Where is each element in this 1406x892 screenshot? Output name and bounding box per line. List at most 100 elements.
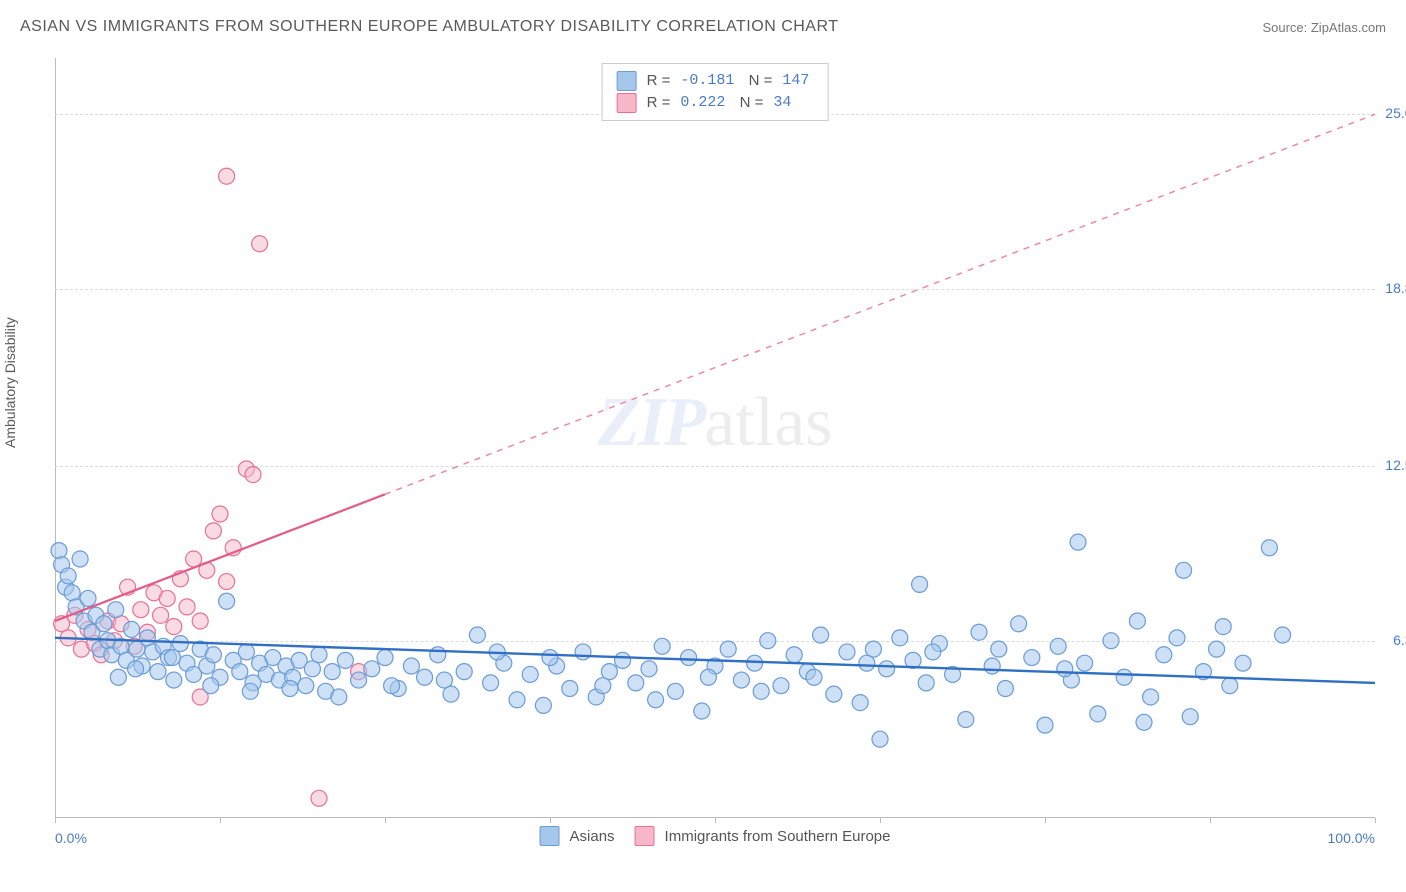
scatter-point — [242, 683, 258, 699]
legend-stats-box: R =-0.181 N =147 R =0.222 N =34 — [602, 63, 829, 121]
scatter-point — [1129, 613, 1145, 629]
scatter-point — [509, 692, 525, 708]
x-tick-mark — [1375, 818, 1376, 823]
scatter-point — [1057, 661, 1073, 677]
scatter-point — [806, 669, 822, 685]
scatter-point — [192, 613, 208, 629]
scatter-point — [971, 624, 987, 640]
y-tick-label: 25.0% — [1365, 105, 1406, 121]
x-tick-mark — [1210, 818, 1211, 823]
x-tick-mark — [880, 818, 881, 823]
scatter-point — [164, 650, 180, 666]
legend-item-immigrants: Immigrants from Southern Europe — [635, 826, 891, 846]
scatter-point — [667, 683, 683, 699]
scatter-point — [991, 641, 1007, 657]
scatter-point — [1116, 669, 1132, 685]
scatter-point — [298, 678, 314, 694]
scatter-point — [1103, 633, 1119, 649]
scatter-point — [839, 644, 855, 660]
scatter-point — [694, 703, 710, 719]
scatter-point — [80, 590, 96, 606]
scatter-point — [1261, 540, 1277, 556]
legend-stats-asians: R =-0.181 N =147 — [617, 70, 814, 92]
scatter-point — [786, 647, 802, 663]
scatter-point — [918, 675, 934, 691]
scatter-point — [96, 616, 112, 632]
scatter-point — [108, 602, 124, 618]
scatter-point — [124, 621, 140, 637]
scatter-point — [337, 652, 353, 668]
scatter-point — [1182, 709, 1198, 725]
scatter-point — [700, 669, 716, 685]
scatter-point — [252, 236, 268, 252]
scatter-point — [892, 630, 908, 646]
scatter-point — [1169, 630, 1185, 646]
scatter-point — [179, 599, 195, 615]
scatter-point — [351, 672, 367, 688]
x-tick-mark — [385, 818, 386, 823]
scatter-point — [879, 661, 895, 677]
scatter-point — [364, 661, 380, 677]
swatch-immigrants-icon — [635, 826, 655, 846]
scatter-point — [483, 675, 499, 691]
scatter-point — [245, 467, 261, 483]
scatter-point — [958, 711, 974, 727]
chart-plot-area: ZIPatlas R =-0.181 N =147 R =0.222 N =34… — [55, 58, 1375, 818]
legend-item-asians: Asians — [540, 826, 615, 846]
x-tick-mark — [55, 818, 56, 823]
scatter-point — [641, 661, 657, 677]
scatter-point — [403, 658, 419, 674]
scatter-point — [1222, 678, 1238, 694]
scatter-point — [535, 697, 551, 713]
swatch-asians-icon — [540, 826, 560, 846]
scatter-point — [912, 576, 928, 592]
scatter-point — [1037, 717, 1053, 733]
swatch-asians-icon — [617, 71, 637, 91]
scatter-point — [1011, 616, 1027, 632]
scatter-point — [51, 543, 67, 559]
scatter-point — [522, 666, 538, 682]
scatter-point — [311, 647, 327, 663]
scatter-point — [773, 678, 789, 694]
legend-series: Asians Immigrants from Southern Europe — [540, 826, 891, 846]
scatter-point — [1143, 689, 1159, 705]
y-tick-label: 6.3% — [1365, 632, 1406, 648]
y-tick-label: 18.8% — [1365, 280, 1406, 296]
scatter-point — [205, 523, 221, 539]
scatter-point — [1156, 647, 1172, 663]
scatter-point — [153, 607, 169, 623]
x-axis-min-label: 0.0% — [55, 830, 87, 846]
scatter-point — [60, 568, 76, 584]
scatter-point — [430, 647, 446, 663]
scatter-point — [110, 669, 126, 685]
scatter-point — [872, 731, 888, 747]
scatter-point — [1176, 562, 1192, 578]
trend-line-extrapolated — [385, 114, 1375, 494]
y-axis-label: Ambulatory Disability — [2, 317, 18, 448]
scatter-point — [219, 593, 235, 609]
scatter-point — [852, 695, 868, 711]
scatter-point — [813, 627, 829, 643]
scatter-point — [859, 655, 875, 671]
scatter-point — [575, 644, 591, 660]
x-tick-mark — [1045, 818, 1046, 823]
scatter-point — [384, 678, 400, 694]
scatter-point — [1209, 641, 1225, 657]
scatter-point — [150, 664, 166, 680]
scatter-point — [282, 681, 298, 697]
scatter-point — [1070, 534, 1086, 550]
scatter-point — [1215, 619, 1231, 635]
scatter-point — [377, 650, 393, 666]
scatter-point — [733, 672, 749, 688]
scatter-point — [219, 574, 235, 590]
scatter-point — [648, 692, 664, 708]
legend-stats-immigrants: R =0.222 N =34 — [617, 92, 814, 114]
scatter-svg — [55, 58, 1375, 818]
chart-title: ASIAN VS IMMIGRANTS FROM SOUTHERN EUROPE… — [20, 18, 839, 36]
scatter-point — [159, 590, 175, 606]
x-tick-mark — [220, 818, 221, 823]
scatter-point — [1090, 706, 1106, 722]
scatter-point — [456, 664, 472, 680]
scatter-point — [417, 669, 433, 685]
scatter-point — [984, 658, 1000, 674]
